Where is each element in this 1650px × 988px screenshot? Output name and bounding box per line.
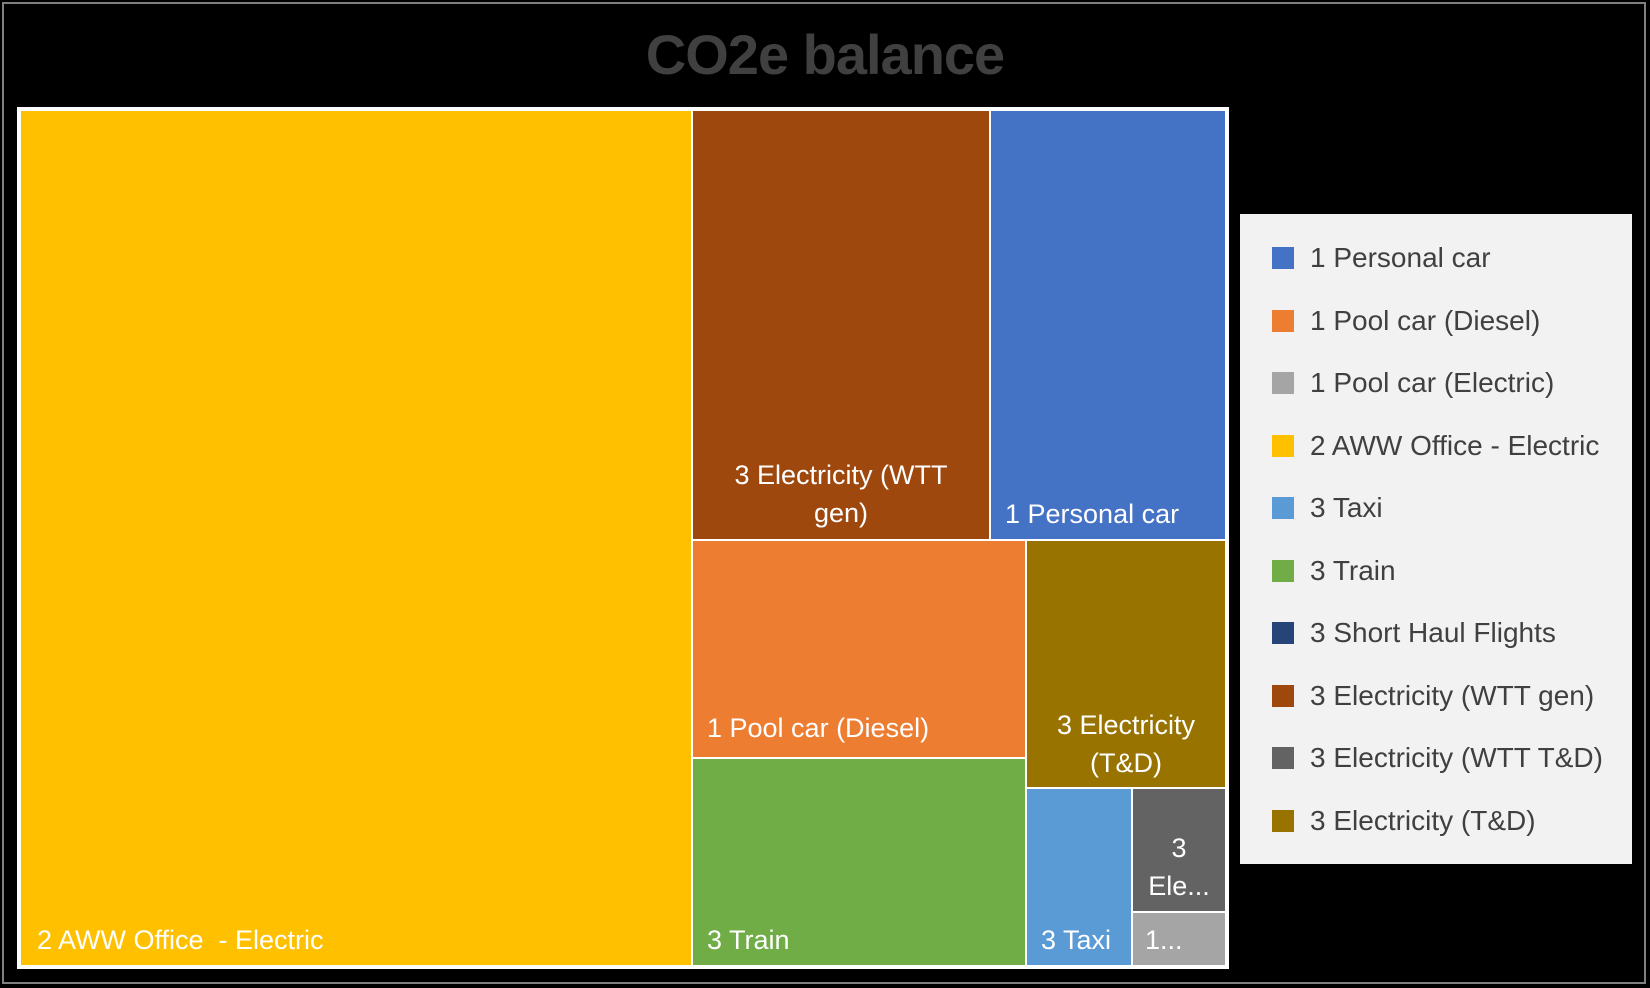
legend-item: 3 Electricity (WTT T&D) (1272, 738, 1603, 778)
legend-item: 1 Pool car (Diesel) (1272, 301, 1540, 341)
chart-title: CO2e balance (645, 23, 1005, 86)
legend-swatch (1272, 747, 1294, 769)
treemap-tile-label: 3 Electricity (WTT gen) (734, 460, 948, 528)
legend-item: 1 Personal car (1272, 238, 1491, 278)
treemap-tile: 3 Electricity (T&D) (1025, 539, 1227, 789)
legend-label: 1 Pool car (Electric) (1310, 367, 1555, 398)
treemap-tile: 1 Pool car (Diesel) (691, 539, 1027, 759)
legend-label: 3 Electricity (WTT T&D) (1310, 742, 1603, 773)
treemap-tile-label: 1 Personal car (1005, 499, 1180, 529)
legend-item: 1 Pool car (Electric) (1272, 363, 1554, 403)
legend-swatch (1272, 559, 1294, 582)
legend-swatch (1272, 684, 1294, 707)
treemap-tile-label: 3 Train (707, 925, 790, 955)
legend-label: 2 AWW Office - Electric (1310, 429, 1600, 461)
legend-item: 2 AWW Office - Electric (1272, 426, 1599, 466)
legend-label: 3 Short Haul Flights (1310, 617, 1556, 648)
legend-swatch (1272, 309, 1294, 332)
treemap-tile-label: 2 AWW Office - Electric (37, 925, 324, 955)
treemap-tile: 3 Train (691, 757, 1027, 967)
treemap-tile-label: 3 Electricity (T&D) (1056, 710, 1196, 778)
legend-item: 3 Short Haul Flights (1272, 613, 1556, 653)
treemap-tile-label: 1 Pool car (Diesel) (707, 713, 930, 743)
legend-swatch (1272, 434, 1294, 457)
treemap-tile-label: 3 Ele... (1148, 833, 1210, 901)
legend-label: 3 Electricity (T&D) (1310, 804, 1536, 836)
treemap-tile: 1... (1131, 911, 1227, 967)
treemap-plot-area: 2 AWW Office - Electric 3 Electricity (WT… (17, 107, 1229, 969)
legend-label: 1 Personal car (1310, 242, 1491, 273)
legend-swatch (1272, 809, 1294, 832)
legend-label: 3 Train (1310, 554, 1396, 586)
treemap-tile: 3 Electricity (WTT gen) (691, 109, 991, 541)
treemap-tile-label: 1... (1145, 925, 1183, 955)
legend-swatch (1272, 372, 1294, 394)
legend-swatch (1272, 247, 1294, 269)
legend-swatch (1272, 622, 1294, 644)
legend-label: 3 Taxi (1310, 492, 1383, 523)
treemap-tile: 3 Ele... (1131, 787, 1227, 913)
treemap-tile: 3 Taxi (1025, 787, 1133, 967)
legend-item: 3 Electricity (T&D) (1272, 801, 1536, 841)
chart-legend: 1 Personal car 1 Pool car (Diesel) 1 Pool … (1240, 214, 1632, 864)
legend-swatch (1272, 497, 1294, 519)
legend-label: 3 Electricity (WTT gen) (1310, 679, 1595, 711)
treemap-tile: 1 Personal car (989, 109, 1227, 541)
legend-item: 3 Taxi (1272, 488, 1383, 528)
legend-item: 3 Train (1272, 551, 1396, 591)
treemap-tile-label: 3 Taxi (1041, 925, 1112, 955)
legend-label: 1 Pool car (Diesel) (1310, 304, 1541, 336)
legend-item: 3 Electricity (WTT gen) (1272, 676, 1594, 716)
treemap-tile: 2 AWW Office - Electric (19, 109, 693, 967)
